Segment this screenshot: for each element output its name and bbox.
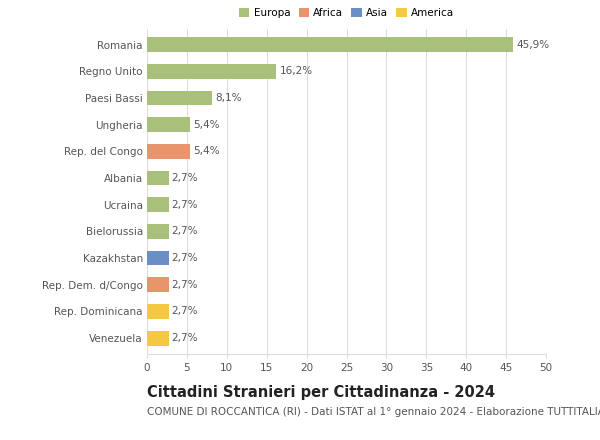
Text: 2,7%: 2,7%	[172, 253, 198, 263]
Bar	[147, 278, 169, 292]
Bar	[147, 91, 212, 105]
Text: 2,7%: 2,7%	[172, 307, 198, 316]
Text: 16,2%: 16,2%	[280, 66, 313, 76]
Bar	[147, 144, 190, 159]
Text: 5,4%: 5,4%	[193, 120, 220, 130]
Bar	[147, 171, 169, 185]
Bar	[147, 224, 169, 239]
Bar	[147, 37, 513, 52]
Legend: Europa, Africa, Asia, America: Europa, Africa, Asia, America	[237, 6, 456, 20]
Text: 2,7%: 2,7%	[172, 173, 198, 183]
Bar	[147, 331, 169, 345]
Text: 2,7%: 2,7%	[172, 227, 198, 236]
Bar	[147, 64, 276, 79]
Text: 45,9%: 45,9%	[517, 40, 550, 50]
Text: 2,7%: 2,7%	[172, 280, 198, 290]
Text: 5,4%: 5,4%	[193, 147, 220, 156]
Bar	[147, 304, 169, 319]
Bar	[147, 198, 169, 212]
Text: 2,7%: 2,7%	[172, 200, 198, 210]
Text: 2,7%: 2,7%	[172, 333, 198, 343]
Text: Cittadini Stranieri per Cittadinanza - 2024: Cittadini Stranieri per Cittadinanza - 2…	[147, 385, 495, 400]
Bar	[147, 117, 190, 132]
Bar	[147, 251, 169, 265]
Text: COMUNE DI ROCCANTICA (RI) - Dati ISTAT al 1° gennaio 2024 - Elaborazione TUTTITA: COMUNE DI ROCCANTICA (RI) - Dati ISTAT a…	[147, 407, 600, 417]
Text: 8,1%: 8,1%	[215, 93, 241, 103]
